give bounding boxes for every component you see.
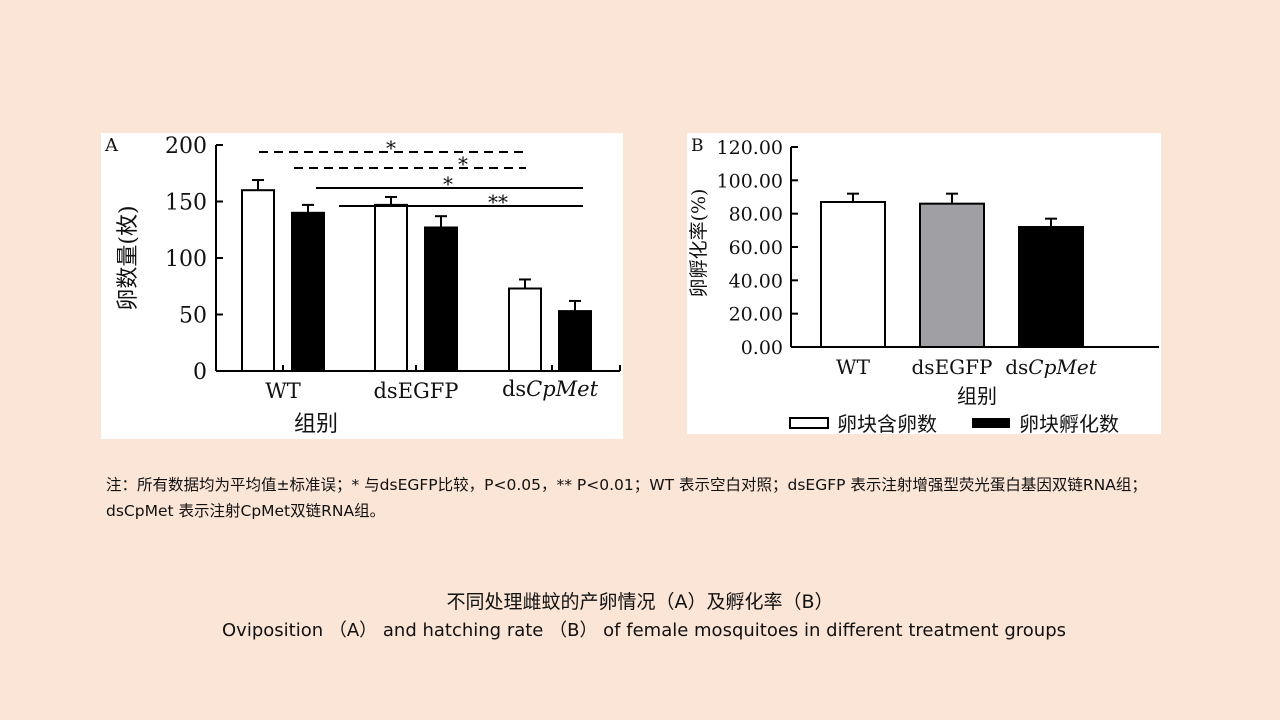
bar-a-WT-eggs xyxy=(241,189,275,373)
y-tick-label-b: 120.00 xyxy=(717,137,783,159)
bar-b-WT xyxy=(820,201,886,348)
y-tick-label-b: 0.00 xyxy=(741,337,783,359)
x-tick-label-a: WT xyxy=(265,379,301,403)
legend-label-eggs: 卵块含卵数 xyxy=(837,412,937,434)
y-tick-label-b: 60.00 xyxy=(729,237,783,259)
significance-marker: * xyxy=(386,136,396,160)
x-tick-label-b: dsCpMet xyxy=(1005,355,1097,379)
x-axis-label-a: 组别 xyxy=(294,412,338,437)
y-tick-label-b: 20.00 xyxy=(729,304,783,326)
significance-marker: ** xyxy=(488,190,508,214)
caption-english: Oviposition （A） and hatching rate （B） of… xyxy=(222,620,1066,641)
figure-note: 注：所有数据均为平均值±标准误；* 与dsEGFP比较，P<0.05，** P<… xyxy=(106,476,1147,520)
y-axis-label-b: 卵孵化率(%) xyxy=(688,189,710,298)
bar-a-WT-hatched xyxy=(291,211,325,372)
chart-a-panel: A 卵数量(枚) 组别 0 50 100 150 200 WT dsEGFP dsCpMet *… xyxy=(101,133,623,439)
chart-a: A 卵数量(枚) 组别 0 50 100 150 200 WT dsEGFP dsCpMet *… xyxy=(104,134,621,437)
x-axis-label-b: 组别 xyxy=(957,384,997,408)
caption-chinese: 不同处理雌蚊的产卵情况（A）及孵化率（B） xyxy=(446,591,834,613)
bar-b-dsEGFP xyxy=(919,202,985,348)
y-tick-label-b: 40.00 xyxy=(729,270,783,292)
y-tick-label-a: 150 xyxy=(165,191,207,216)
significance-marker: * xyxy=(458,152,468,176)
legend-swatch-black xyxy=(972,418,1010,428)
significance-marker: * xyxy=(443,172,453,196)
chart-b-panel: B 卵孵化率(%) 组别 0.00 20.00 40.00 60.00 80.00 100… xyxy=(687,133,1161,436)
panel-label-b: B xyxy=(691,136,704,156)
legend-swatch-white xyxy=(789,417,829,429)
bar-a-dsCpMet-eggs xyxy=(508,287,542,372)
y-tick-label-b: 80.00 xyxy=(729,204,783,226)
chart-b: B 卵孵化率(%) 组别 0.00 20.00 40.00 60.00 80.00 100… xyxy=(688,136,1159,436)
y-tick-label-b: 100.00 xyxy=(717,170,783,192)
bar-b-dsCpMet xyxy=(1018,226,1084,348)
bar-a-dsEGFP-eggs xyxy=(374,203,408,372)
panel-label-a: A xyxy=(104,135,119,156)
x-tick-label-b: dsEGFP xyxy=(912,355,993,379)
x-tick-label-b: WT xyxy=(836,355,871,379)
y-tick-label-a: 100 xyxy=(165,247,207,272)
x-tick-label-a: dsEGFP xyxy=(373,379,458,403)
y-tick-label-a: 200 xyxy=(165,134,207,159)
bar-a-dsEGFP-hatched xyxy=(424,226,458,372)
y-axis-label-a: 卵数量(枚) xyxy=(116,205,141,310)
y-tick-label-a: 0 xyxy=(193,360,207,385)
x-tick-label-a: dsCpMet xyxy=(502,377,599,401)
y-tick-label-a: 50 xyxy=(179,304,207,329)
legend-label-hatched: 卵块孵化数 xyxy=(1019,412,1119,434)
bar-a-dsCpMet-hatched xyxy=(558,310,592,372)
